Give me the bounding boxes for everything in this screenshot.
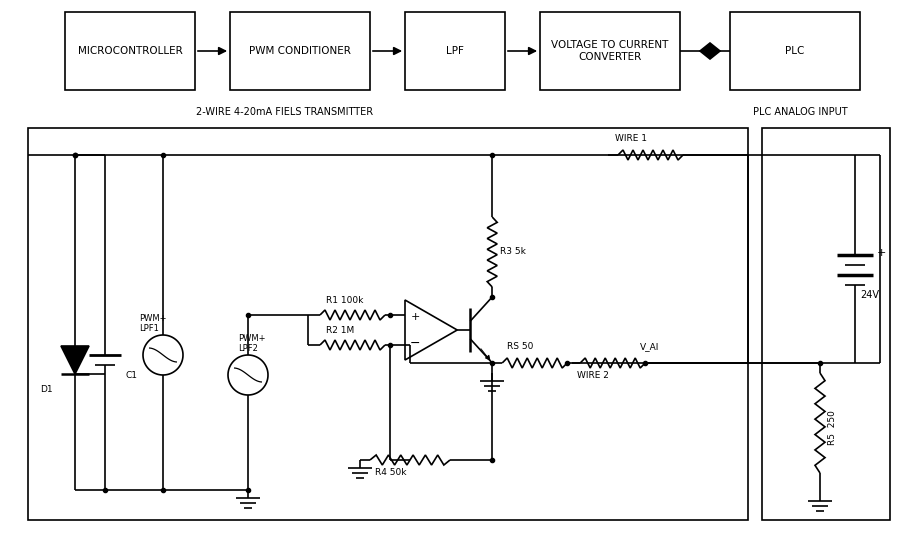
- Text: C1: C1: [125, 370, 137, 380]
- Text: LPF1: LPF1: [139, 324, 159, 333]
- Text: R5  250: R5 250: [828, 411, 837, 445]
- Text: PWM+: PWM+: [238, 334, 266, 343]
- Bar: [730, 12, 860, 90]
- Text: +: +: [877, 248, 886, 258]
- Text: PLC: PLC: [786, 46, 805, 56]
- Text: 24V: 24V: [860, 290, 879, 300]
- Text: R2 1M: R2 1M: [326, 326, 355, 335]
- Text: +: +: [410, 312, 419, 322]
- Polygon shape: [61, 346, 89, 374]
- Text: LPF2: LPF2: [238, 344, 258, 353]
- Text: RS 50: RS 50: [508, 342, 534, 351]
- Text: WIRE 2: WIRE 2: [577, 371, 609, 380]
- Text: −: −: [410, 337, 420, 350]
- Text: PLC ANALOG INPUT: PLC ANALOG INPUT: [752, 107, 847, 117]
- Bar: [230, 12, 370, 90]
- Text: PWM+: PWM+: [139, 314, 166, 323]
- Text: D1: D1: [40, 386, 53, 395]
- Bar: [65, 12, 195, 90]
- Text: PWM CONDITIONER: PWM CONDITIONER: [249, 46, 351, 56]
- Bar: [540, 12, 680, 90]
- Text: LPF: LPF: [446, 46, 464, 56]
- Bar: [762, 128, 890, 520]
- Text: R3 5k: R3 5k: [500, 248, 526, 256]
- Text: MICROCONTROLLER: MICROCONTROLLER: [77, 46, 183, 56]
- Text: WIRE 1: WIRE 1: [615, 134, 647, 143]
- Text: R4 50k: R4 50k: [375, 468, 407, 477]
- Polygon shape: [700, 43, 720, 59]
- Text: V_AI: V_AI: [640, 342, 660, 351]
- Text: 2-WIRE 4-20mA FIELS TRANSMITTER: 2-WIRE 4-20mA FIELS TRANSMITTER: [196, 107, 374, 117]
- Text: R1 100k: R1 100k: [326, 296, 364, 305]
- Text: VOLTAGE TO CURRENT
CONVERTER: VOLTAGE TO CURRENT CONVERTER: [552, 40, 669, 62]
- Bar: [28, 128, 748, 520]
- Bar: [405, 12, 505, 90]
